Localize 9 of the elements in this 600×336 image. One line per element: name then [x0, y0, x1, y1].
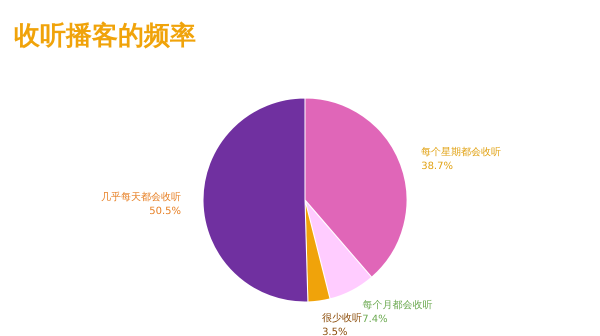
data-label: 3.5%	[322, 326, 348, 336]
chart-title: 收听播客的频率	[14, 21, 196, 51]
slice-label: 每个月都会收听	[362, 298, 432, 311]
slice-label: 每个星期都会收听	[421, 146, 502, 158]
slice-label: 几乎每天都会收听	[101, 190, 182, 203]
data-label: 50.5%	[149, 206, 182, 217]
data-label: 7.4%	[362, 314, 388, 325]
slice-label: 很少收听	[322, 312, 362, 324]
data-label: 38.7%	[421, 160, 453, 172]
